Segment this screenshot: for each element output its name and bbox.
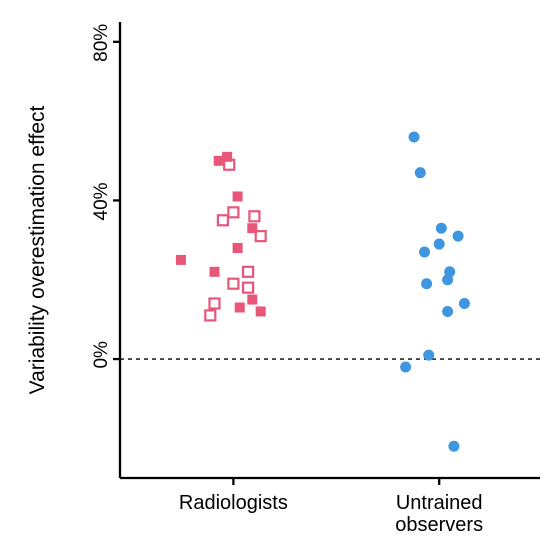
y-tick-label: 0% xyxy=(91,341,112,369)
x-category-label: Untrainedobservers xyxy=(395,492,483,536)
data-point xyxy=(419,246,430,257)
y-tick-label: 80% xyxy=(91,24,112,62)
data-point xyxy=(409,131,420,142)
y-axis-title: Variability overestimation effect xyxy=(26,105,49,394)
data-point xyxy=(423,350,434,361)
data-point xyxy=(256,306,266,316)
data-point xyxy=(421,278,432,289)
data-point xyxy=(448,441,459,452)
data-point xyxy=(444,266,455,277)
chart-canvas: 0% 40% 80% Variability overestimation effec… xyxy=(0,0,554,549)
data-point xyxy=(233,191,243,201)
data-point xyxy=(247,295,257,305)
data-point xyxy=(453,231,464,242)
data-point xyxy=(436,223,447,234)
x-category-label: Radiologists xyxy=(179,492,288,514)
data-point xyxy=(233,243,243,253)
data-point xyxy=(400,361,411,372)
y-tick-label: 40% xyxy=(91,182,112,220)
data-point xyxy=(434,239,445,250)
data-point xyxy=(459,298,470,309)
data-point xyxy=(210,267,220,277)
data-point xyxy=(415,167,426,178)
scatter-chart: 0% 40% 80% Variability overestimation effec… xyxy=(0,0,554,549)
data-point xyxy=(442,306,453,317)
data-point xyxy=(235,302,245,312)
data-point xyxy=(176,255,186,265)
